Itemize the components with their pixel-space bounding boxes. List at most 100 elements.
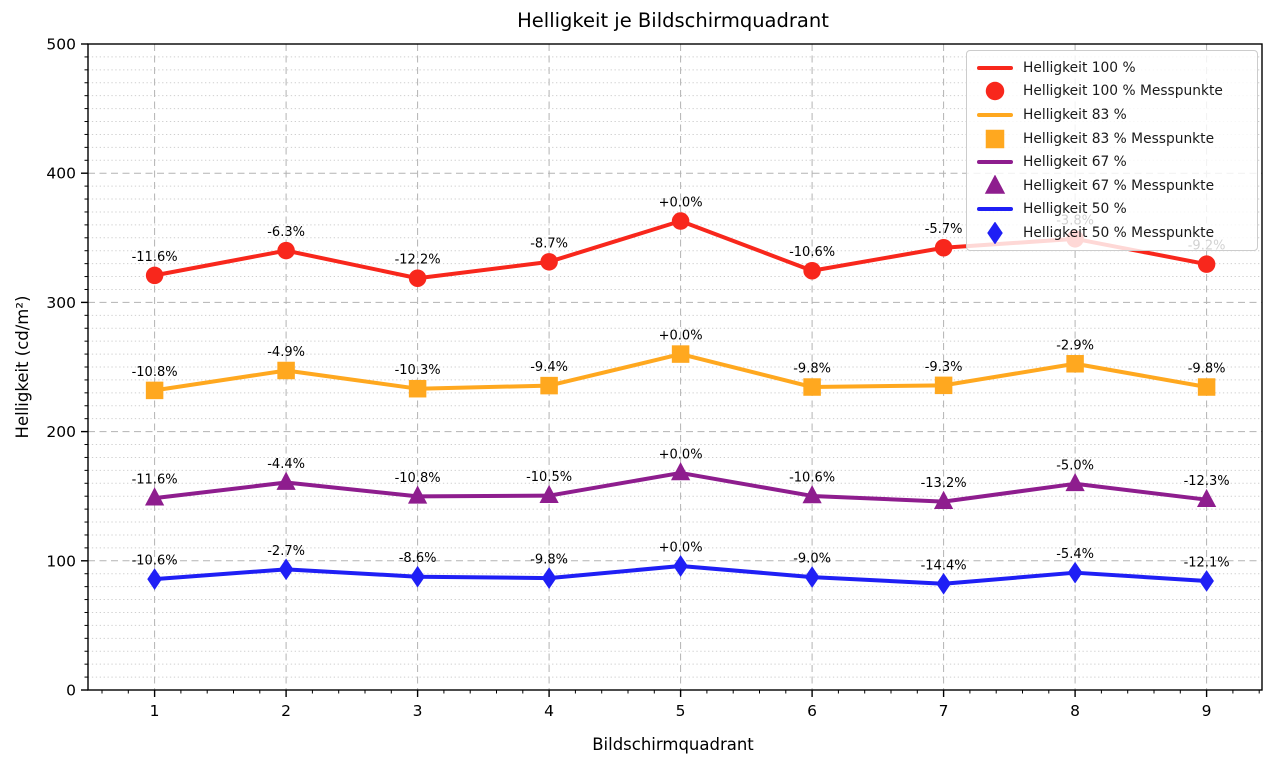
data-point-marker <box>804 566 820 588</box>
x-tick-label: 6 <box>807 702 817 720</box>
x-tick-label: 8 <box>1070 702 1080 720</box>
point-label: -10.3% <box>395 363 441 378</box>
data-point-marker <box>934 376 953 395</box>
legend-handle <box>975 128 1015 150</box>
legend-label: Helligkeit 83 % Messpunkte <box>1023 130 1215 147</box>
point-label: +0.0% <box>659 540 703 555</box>
data-point-marker <box>985 129 1005 148</box>
data-point-marker <box>985 82 1005 101</box>
point-label: -4.9% <box>267 345 305 360</box>
x-tick-label: 1 <box>150 702 160 720</box>
legend-label: Helligkeit 50 % Messpunkte <box>1023 224 1215 241</box>
legend-handle <box>975 80 1015 102</box>
point-label: +0.0% <box>659 329 703 344</box>
data-point-marker <box>144 487 165 506</box>
x-tick-label: 9 <box>1202 702 1212 720</box>
data-point-marker <box>1066 355 1084 373</box>
series-helligkeit-67-: -11.6% -4.4% -10.8% -10.5% +0.0% -10.6% -13.2%… <box>132 447 1230 509</box>
point-label: -13.2% <box>921 476 967 491</box>
legend-line-swatch <box>977 160 1013 165</box>
data-point-marker <box>987 221 1003 244</box>
point-label: -10.6% <box>132 554 178 569</box>
series-helligkeit-100-: -11.6%-6.3%-12.2%-8.7%+0.0%-10.6%-5.7%-3… <box>132 196 1225 287</box>
point-label: -9.0% <box>793 552 831 567</box>
data-point-marker <box>145 381 164 400</box>
data-point-marker <box>673 555 688 577</box>
legend-item: Helligkeit 50 % Messpunkte <box>975 221 1247 245</box>
data-point-marker <box>671 212 690 230</box>
legend-item: Helligkeit 67 % <box>975 150 1247 174</box>
data-point-marker <box>1199 570 1214 592</box>
point-label: -9.8% <box>793 362 831 377</box>
legend-item: Helligkeit 67 % Messpunkte <box>975 174 1247 198</box>
point-label: -8.7% <box>530 236 568 251</box>
legend-item: Helligkeit 100 % <box>975 56 1247 80</box>
data-point-marker <box>147 568 162 590</box>
series-helligkeit-83-: -10.8% -4.9% -10.3% -9.4% +0.0% -9.8% -9.3% -2.… <box>132 329 1226 400</box>
data-point-marker <box>540 376 558 395</box>
legend-handle <box>975 104 1015 126</box>
data-point-marker <box>934 238 953 257</box>
data-point-marker <box>540 253 558 271</box>
point-label: -12.1% <box>1184 555 1230 570</box>
point-label: -9.3% <box>925 360 963 375</box>
legend-line-swatch <box>977 207 1013 212</box>
data-point-marker <box>408 269 427 287</box>
point-label: -2.9% <box>1056 338 1094 353</box>
data-point-marker <box>408 379 427 398</box>
data-point-marker <box>984 174 1006 194</box>
y-tick-label: 200 <box>46 423 76 441</box>
legend: Helligkeit 100 % Helligkeit 100 % Messpun… <box>966 50 1258 251</box>
point-label: -10.6% <box>789 245 835 260</box>
y-tick-label: 100 <box>46 552 76 570</box>
point-label: -11.6% <box>132 250 178 265</box>
legend-item: Helligkeit 83 % <box>975 103 1247 127</box>
data-point-marker <box>803 378 821 396</box>
point-label: -9.4% <box>530 360 568 375</box>
legend-diamond-icon <box>987 221 1003 244</box>
data-point-marker <box>1197 255 1216 273</box>
point-label: -6.3% <box>267 225 305 240</box>
point-label: -9.8% <box>530 553 568 568</box>
data-point-marker <box>539 484 559 504</box>
legend-handle <box>975 151 1015 173</box>
y-tick-label: 300 <box>46 294 76 312</box>
data-point-marker <box>802 485 822 504</box>
y-tick-label: 0 <box>66 682 76 700</box>
legend-triangle-icon <box>984 174 1006 194</box>
y-axis-title: Helligkeit (cd/m²) <box>13 296 32 439</box>
legend-label: Helligkeit 83 % <box>1023 106 1127 123</box>
point-label: -5.0% <box>1056 458 1094 473</box>
data-point-marker <box>276 471 296 490</box>
x-tick-label: 4 <box>544 702 554 720</box>
point-label: -9.8% <box>1188 362 1226 377</box>
point-label: +0.0% <box>659 196 703 211</box>
point-label: -2.7% <box>267 544 305 559</box>
legend-line-swatch <box>977 65 1013 70</box>
ticks: 0 100 200 300 400 500 1 2 3 4 5 6 7 8 9 <box>46 36 1260 720</box>
data-point-marker <box>277 361 295 380</box>
legend-square-icon <box>985 129 1005 148</box>
point-label: -10.8% <box>132 365 178 380</box>
point-label: -11.6% <box>132 473 178 488</box>
data-point-marker <box>803 261 821 280</box>
point-label: -5.7% <box>925 222 963 237</box>
data-point-marker <box>671 345 690 363</box>
legend-label: Helligkeit 100 % <box>1023 59 1136 76</box>
legend-label: Helligkeit 67 % Messpunkte <box>1023 177 1215 194</box>
data-point-marker <box>1067 561 1083 584</box>
point-label: -10.5% <box>526 470 572 485</box>
point-label: -8.6% <box>399 551 437 566</box>
x-axis-title: Bildschirmquadrant <box>592 735 754 754</box>
x-tick-label: 3 <box>413 702 423 720</box>
legend-item: Helligkeit 83 % Messpunkte <box>975 127 1247 151</box>
point-label: -10.8% <box>395 471 441 486</box>
data-point-marker <box>933 490 954 509</box>
legend-handle <box>975 198 1015 220</box>
legend-item: Helligkeit 100 % Messpunkte <box>975 80 1247 104</box>
legend-handle <box>975 174 1015 197</box>
point-label: +0.0% <box>659 447 703 462</box>
point-label: -12.3% <box>1184 474 1230 489</box>
